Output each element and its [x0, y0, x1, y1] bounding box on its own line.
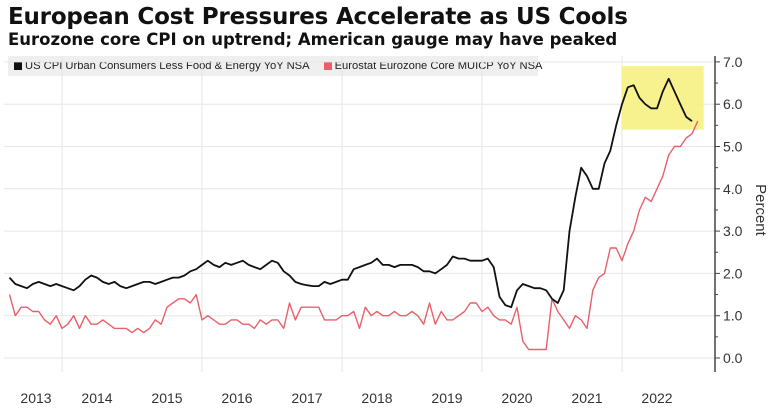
axis-layer: 0.0 1.0 2.0 3.0 4.0 5.0 6.0 7.0: [714, 54, 743, 372]
chart-subtitle: Eurozone core CPI on uptrend; American g…: [8, 30, 618, 49]
x-tick-label: 2016: [221, 390, 252, 406]
x-tick-labels: 2013 2014 2015 2016 2017 2018 2019 2020 2021 2022: [20, 390, 672, 406]
x-tick-label: 2021: [571, 390, 602, 406]
x-tick-label: 2017: [291, 390, 322, 406]
x-tick-label: 2022: [641, 390, 672, 406]
x-tick-label: 2019: [431, 390, 462, 406]
y-axis-title: Percent: [752, 184, 769, 237]
legend-label-eurozone: Eurostat Eurozone Core MUICP YoY NSA: [334, 60, 543, 72]
y-tick-label: 7.0: [723, 54, 743, 70]
legend-label-us: US CPI Urban Consumers Less Food & Energ…: [25, 60, 310, 72]
legend-swatch-us: [14, 62, 22, 70]
series-line-eurozone: [8, 120, 699, 351]
x-tick-label: 2015: [151, 390, 182, 406]
chart-title: European Cost Pressures Accelerate as US…: [8, 4, 628, 30]
y-tick-label: 5.0: [723, 139, 743, 155]
gridlines: [4, 56, 715, 372]
y-tick-label: 0.0: [723, 350, 743, 366]
series-line-us: [8, 77, 693, 309]
legend-item-us: US CPI Urban Consumers Less Food & Energ…: [14, 60, 310, 72]
y-tick-label: 4.0: [723, 181, 743, 197]
legend: US CPI Urban Consumers Less Food & Energ…: [8, 56, 543, 76]
x-tick-label: 2013: [20, 390, 51, 406]
x-tick-label: 2014: [81, 390, 112, 406]
x-tick-label: 2020: [501, 390, 532, 406]
legend-item-eurozone: Eurostat Eurozone Core MUICP YoY NSA: [323, 60, 543, 72]
y-tick-label: 2.0: [723, 265, 743, 281]
y-tick-label: 3.0: [723, 223, 743, 239]
x-tick-label: 2018: [361, 390, 392, 406]
y-tick-label: 1.0: [723, 308, 743, 324]
y-tick-label: 6.0: [723, 96, 743, 112]
legend-swatch-eurozone: [323, 62, 332, 70]
series-layer: [8, 77, 699, 351]
